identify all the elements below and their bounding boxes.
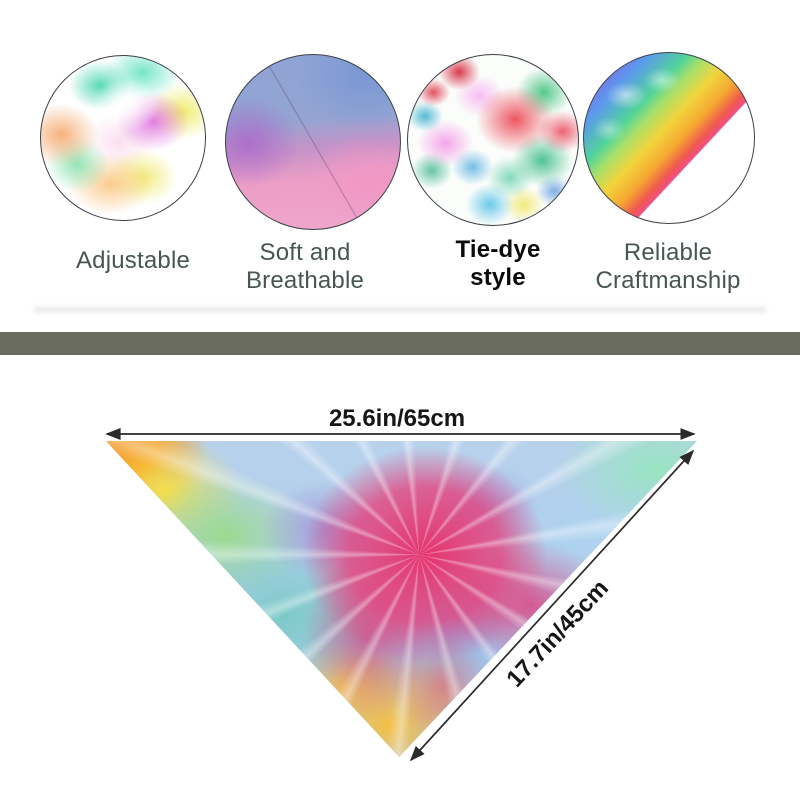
feature-label-soft-breathable: Soft and Breathable bbox=[245, 239, 365, 295]
feature-photo-reliable-craftmanship bbox=[583, 52, 755, 224]
feature-label-tie-dye-style: Tie-dye style bbox=[455, 236, 541, 292]
feature-photo-tie-dye-style bbox=[407, 54, 579, 226]
feature-photo-soft-breathable bbox=[225, 54, 401, 230]
feature-label-adjustable: Adjustable bbox=[75, 247, 191, 274]
section-shadow bbox=[34, 307, 766, 312]
width-dimension-label: 25.6in/65cm bbox=[328, 405, 466, 432]
feature-label-reliable-craftmanship: Reliable Craftmanship bbox=[595, 239, 741, 295]
divider-bar bbox=[0, 332, 800, 355]
feature-photo-adjustable bbox=[40, 55, 206, 221]
